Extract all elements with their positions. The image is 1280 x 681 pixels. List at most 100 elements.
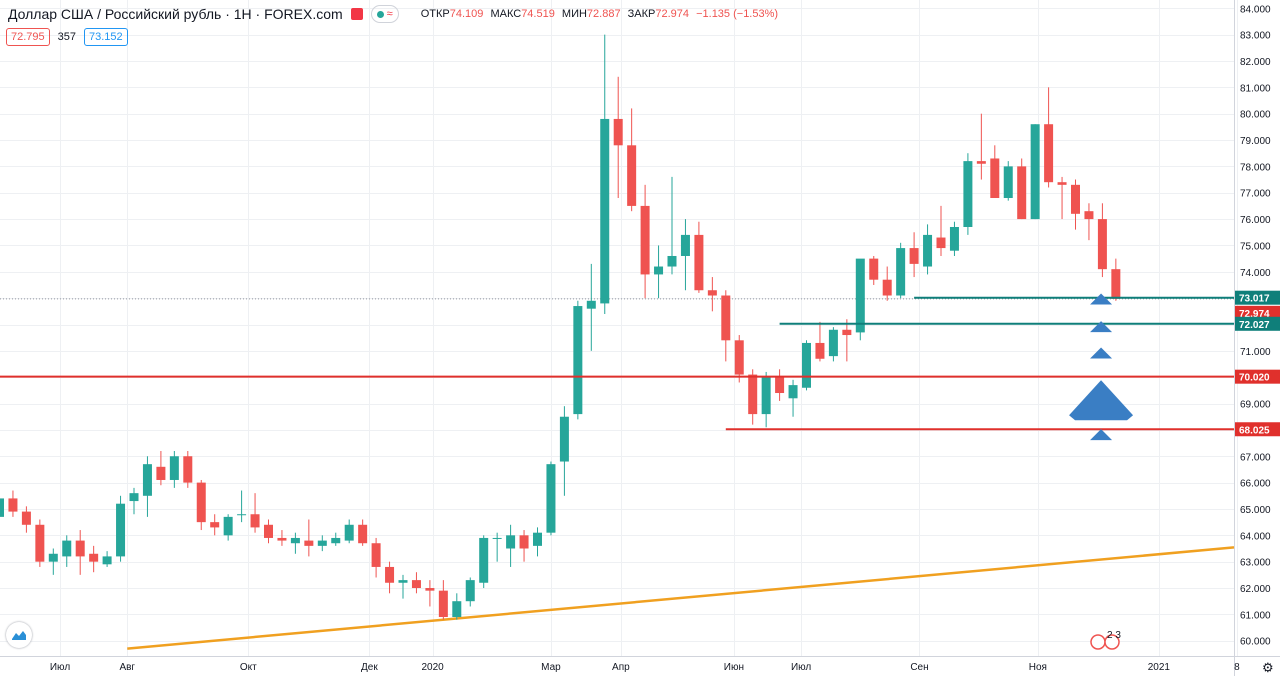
candle-body — [882, 279, 892, 296]
candle-body — [734, 340, 744, 375]
buy-price-button[interactable]: 73.152 — [84, 28, 128, 46]
candle-body — [1003, 166, 1013, 199]
y-tick-label: 75.000 — [1240, 241, 1271, 252]
quote-panel: 72.795 357 73.152 — [6, 28, 128, 46]
candle — [559, 406, 569, 496]
symbol-title[interactable]: Доллар США / Российский рубль · 1Н · FOR… — [8, 6, 343, 22]
candle — [586, 263, 596, 351]
x-tick-label: 8 — [1234, 662, 1240, 673]
candle-body — [142, 464, 152, 496]
candle-body — [627, 145, 637, 206]
candle-body — [250, 514, 260, 528]
x-tick-label: Авг — [119, 662, 135, 673]
candle — [317, 535, 327, 552]
candle-body — [102, 556, 112, 565]
candle — [600, 34, 610, 314]
candle — [250, 493, 260, 533]
candle-body — [949, 226, 959, 251]
candle — [411, 572, 421, 594]
candle — [1111, 258, 1121, 301]
candle — [48, 548, 58, 575]
candle — [707, 277, 717, 312]
candle-body — [748, 374, 758, 415]
candle-body — [909, 248, 919, 264]
levels — [0, 296, 1234, 431]
y-tick-label: 77.000 — [1240, 189, 1271, 200]
candle-body — [116, 503, 126, 557]
candle — [923, 224, 933, 275]
market-status-pill[interactable]: ≈ — [370, 5, 399, 23]
arrow-up-icon — [1090, 347, 1113, 359]
candle — [775, 369, 785, 401]
x-tick-label: Июн — [724, 662, 744, 673]
candle — [842, 319, 852, 362]
ohlc-open-label: ОТКР — [420, 8, 450, 20]
candle-body — [936, 237, 946, 249]
arrow-up-icon — [1069, 380, 1134, 421]
settings-gear-icon[interactable]: ⚙ — [1262, 660, 1274, 675]
candle — [1097, 203, 1107, 278]
candle — [465, 577, 475, 607]
candle-body — [923, 234, 933, 267]
candle — [371, 537, 381, 578]
price-tag — [1235, 305, 1280, 320]
candle — [398, 574, 408, 599]
tradingview-logo-icon[interactable] — [6, 622, 32, 648]
wave-icon: ≈ — [386, 8, 393, 20]
flag-icon[interactable] — [350, 8, 363, 20]
y-tick-label: 66.000 — [1240, 479, 1271, 490]
candle — [75, 530, 85, 575]
price-tag-label: 73.017 — [1239, 294, 1270, 305]
x-tick-label: Июл — [50, 662, 70, 673]
candle-body — [411, 580, 421, 589]
candle-body — [35, 524, 45, 562]
arrow-up-icon — [1090, 321, 1113, 333]
y-tick-label: 63.000 — [1240, 558, 1271, 569]
arrow-up-icon — [1090, 293, 1113, 305]
x-tick-label: Окт — [240, 662, 257, 673]
candle — [237, 490, 247, 523]
y-tick-label: 80.000 — [1240, 110, 1271, 121]
flag-icon — [1090, 634, 1106, 650]
candle — [385, 561, 395, 594]
candle — [183, 450, 193, 488]
candle — [425, 580, 435, 607]
candle-body — [855, 258, 865, 333]
price-tag-label: 70.020 — [1239, 373, 1270, 384]
ohlc-close-label: ЗАКР — [627, 8, 656, 20]
candle — [1071, 179, 1080, 230]
ohlc-low-label: МИН — [561, 8, 587, 20]
sell-price-button[interactable]: 72.795 — [6, 28, 50, 46]
candle — [533, 527, 542, 557]
candle — [0, 498, 4, 517]
candle-body — [990, 158, 1000, 199]
x-tick-label: Дек — [361, 662, 378, 673]
candle — [882, 266, 892, 301]
candle — [667, 176, 677, 275]
arrow-up-icon — [1090, 429, 1113, 441]
candle-body — [761, 377, 771, 415]
price-tag — [1235, 290, 1280, 305]
candle-body — [183, 456, 193, 483]
candle — [62, 535, 72, 567]
event-count: 2 3 — [1107, 630, 1121, 641]
candle-body — [1057, 182, 1067, 185]
candle — [156, 450, 166, 486]
candle — [8, 490, 18, 517]
candle — [35, 519, 45, 567]
price-tag-label: 68.025 — [1239, 425, 1270, 436]
candle — [802, 340, 811, 391]
candle — [169, 450, 179, 488]
candle — [573, 300, 583, 420]
candle — [1030, 124, 1040, 220]
y-tick-label: 83.000 — [1240, 31, 1271, 42]
y-tick-label: 64.000 — [1240, 531, 1271, 542]
y-tick-label: 76.000 — [1240, 215, 1271, 226]
candle — [949, 221, 959, 256]
candle — [210, 514, 220, 536]
candle — [1084, 203, 1094, 241]
candle-body — [385, 566, 395, 583]
